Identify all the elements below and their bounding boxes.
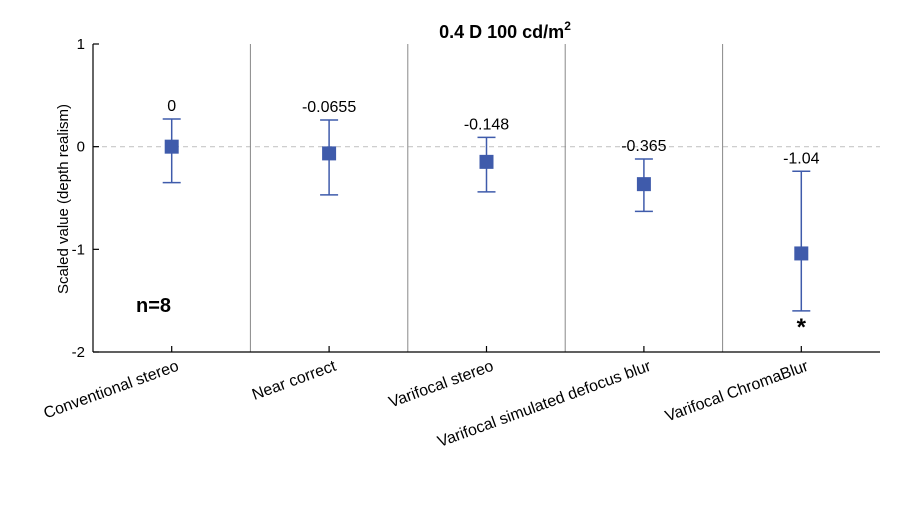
y-ticks: 1 0 -1 -2	[72, 36, 99, 361]
data-point	[636, 177, 651, 192]
data-label: -0.0655	[302, 99, 356, 116]
data-point	[794, 246, 809, 261]
data-point	[164, 139, 179, 154]
data-label: -0.148	[464, 116, 509, 133]
chart-title-superscript: 2	[564, 19, 571, 33]
y-tick-label: 1	[77, 36, 85, 53]
data-labels: 0 -0.0655 -0.148 -0.365 -1.04	[167, 98, 819, 167]
data-points	[162, 118, 811, 312]
grid-layer	[93, 44, 880, 352]
chart-title-main: 0.4 D 100 cd/m	[439, 22, 564, 42]
y-tick-label: -2	[72, 344, 85, 361]
x-tick-label: Varifocal stereo	[387, 358, 496, 412]
x-tick-label: Varifocal ChromaBlur	[663, 358, 811, 426]
x-tick-labels: Conventional stereo Near correct Varifocal…	[42, 346, 811, 451]
data-label: 0	[167, 98, 176, 115]
x-tick-label: Near correct	[250, 358, 339, 404]
y-tick-label: -1	[72, 241, 85, 258]
data-point	[479, 154, 494, 169]
y-tick-label: 0	[77, 139, 85, 156]
data-label: -0.365	[621, 138, 666, 155]
axes-layer	[92, 44, 880, 353]
y-axis-label: Scaled value (depth realism)	[55, 104, 72, 294]
chart-title: 0.4 D 100 cd/m2	[439, 19, 571, 42]
sample-size-label: n=8	[136, 295, 171, 317]
data-point	[322, 146, 337, 161]
significance-marker: *	[797, 314, 807, 341]
data-label: -1.04	[783, 150, 820, 167]
x-tick-label: Conventional stereo	[42, 358, 182, 423]
